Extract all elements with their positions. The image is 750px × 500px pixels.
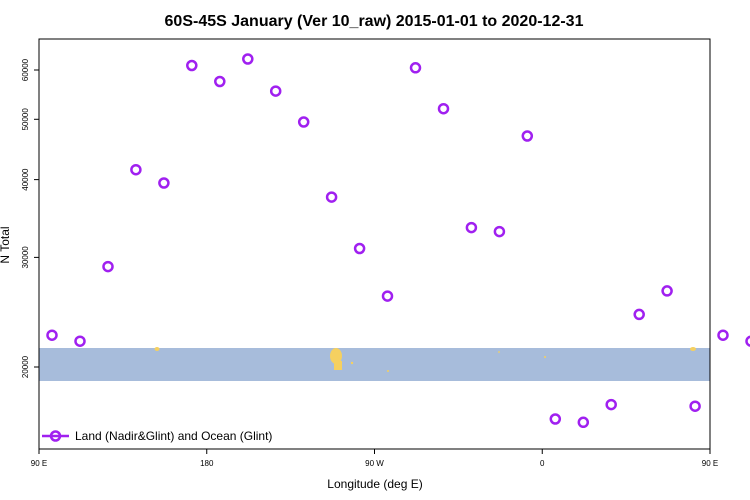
data-point bbox=[186, 59, 198, 72]
y-tick-label: 30000 bbox=[21, 246, 30, 269]
data-point bbox=[242, 53, 254, 65]
land-patch-south-america bbox=[330, 348, 342, 364]
data-point bbox=[689, 400, 701, 412]
y-tick-label: 50000 bbox=[21, 108, 30, 131]
data-point bbox=[409, 62, 422, 74]
chart-title: 60S-45S January (Ver 10_raw) 2015-01-01 … bbox=[165, 13, 584, 30]
x-tick-label: 90 E bbox=[702, 459, 718, 468]
x-tick-label: 180 bbox=[200, 459, 214, 468]
y-tick-label: 60000 bbox=[21, 58, 30, 81]
data-point bbox=[130, 163, 142, 176]
data-point bbox=[661, 285, 673, 297]
data-point bbox=[297, 116, 310, 128]
data-point bbox=[158, 177, 170, 189]
data-point bbox=[46, 329, 58, 341]
x-tick-label: 90 E bbox=[31, 459, 47, 468]
land-patch-falklands bbox=[350, 361, 354, 365]
land-patch-crozet bbox=[498, 351, 500, 353]
x-tick-label: 90 W bbox=[365, 459, 384, 468]
background-layer bbox=[39, 347, 710, 381]
data-point bbox=[353, 242, 366, 255]
x-tick-label: 0 bbox=[540, 459, 545, 468]
y-axis-label: N Total bbox=[0, 226, 12, 263]
land-patch-new-zealand-east bbox=[690, 347, 696, 351]
data-point bbox=[577, 416, 590, 429]
plot-frame bbox=[38, 38, 711, 450]
data-point bbox=[605, 398, 617, 411]
y-tick-label: 40000 bbox=[21, 168, 30, 191]
data-point bbox=[325, 191, 338, 203]
data-point bbox=[381, 290, 394, 302]
data-point bbox=[549, 413, 562, 425]
land-patch-tierra-del-fuego bbox=[334, 361, 342, 370]
data-point bbox=[745, 335, 750, 347]
legend-marker bbox=[49, 430, 62, 442]
land-patch-kerguelen bbox=[544, 356, 546, 358]
plot-frame-group bbox=[38, 38, 711, 450]
data-point bbox=[521, 130, 534, 142]
x-axis-label: Longitude (deg E) bbox=[327, 477, 422, 491]
data-point bbox=[717, 329, 729, 341]
data-points-group bbox=[46, 53, 750, 429]
data-point bbox=[465, 221, 478, 234]
land-patch-new-zealand bbox=[154, 347, 160, 351]
map-band bbox=[39, 348, 710, 381]
y-ticks-group: 20000 30000 40000 50000 60000 bbox=[21, 58, 39, 378]
data-point bbox=[633, 308, 645, 321]
legend-series-label: Land (Nadir&Glint) and Ocean (Glint) bbox=[75, 429, 272, 443]
data-point bbox=[493, 225, 506, 238]
land-patch-south-georgia bbox=[387, 370, 389, 372]
data-point bbox=[269, 85, 282, 97]
y-tick-label: 20000 bbox=[21, 355, 30, 378]
data-point bbox=[214, 75, 226, 88]
data-point bbox=[102, 260, 114, 273]
data-point bbox=[437, 102, 450, 115]
data-point bbox=[74, 335, 86, 347]
legend: Land (Nadir&Glint) and Ocean (Glint) bbox=[42, 429, 272, 443]
